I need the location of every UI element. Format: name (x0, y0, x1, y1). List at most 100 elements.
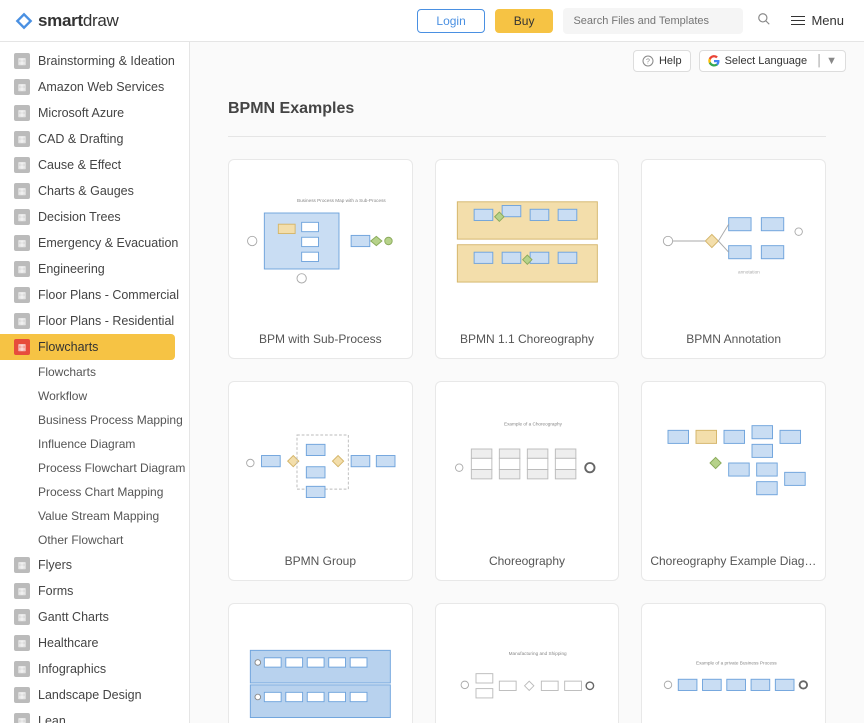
template-card[interactable]: Choreography Example Diagr… (641, 381, 826, 581)
sidebar-category-label: Charts & Gauges (38, 184, 134, 198)
floor-icon: ▦ (14, 313, 30, 329)
search-input[interactable] (563, 8, 743, 34)
sidebar-category[interactable]: ▦ Brainstorming & Ideation (0, 48, 189, 74)
template-card[interactable]: BPMN Annotation (641, 159, 826, 359)
google-icon (708, 55, 720, 67)
lean-icon: ▦ (14, 713, 30, 723)
template-card[interactable]: BPMN 1.1 Choreography (435, 159, 620, 359)
sidebar-category-label: CAD & Drafting (38, 132, 123, 146)
health-icon: ▦ (14, 635, 30, 651)
sidebar-category[interactable]: ▦ Flowcharts (0, 334, 175, 360)
sidebar-category-label: Engineering (38, 262, 105, 276)
sidebar-subcategory[interactable]: Flowcharts (0, 360, 189, 384)
sidebar-category-label: Healthcare (38, 636, 98, 650)
language-label: Select Language (725, 55, 808, 67)
sidebar-category[interactable]: ▦Amazon Web Services (0, 74, 189, 100)
sidebar-category[interactable]: ▦Emergency & Evacuation (0, 230, 189, 256)
sidebar-category-label: Decision Trees (38, 210, 121, 224)
sidebar-subcategory[interactable]: Process Chart Mapping (0, 480, 189, 504)
help-button[interactable]: ? Help (633, 50, 691, 72)
sidebar-category[interactable]: ▦Charts & Gauges (0, 178, 189, 204)
sidebar-subcategory[interactable]: Other Flowchart (0, 528, 189, 552)
grid-icon: ▦ (14, 53, 30, 69)
sidebar-category-label: Lean (38, 714, 66, 723)
template-thumbnail (642, 382, 825, 544)
tree-icon: ▦ (14, 209, 30, 225)
sidebar-category[interactable]: ▦Flyers (0, 552, 189, 578)
help-icon: ? (642, 55, 654, 67)
sidebar-category[interactable]: ▦ CAD & Drafting (0, 126, 189, 152)
template-grid: BPM with Sub-Process BPMN 1.1 Choreograph… (228, 159, 826, 723)
template-thumbnail (229, 604, 412, 723)
help-label: Help (659, 55, 682, 67)
sidebar-subcategory[interactable]: Workflow (0, 384, 189, 408)
page-title: BPMN Examples (228, 88, 826, 137)
template-label: BPMN Annotation (642, 322, 825, 358)
login-button[interactable]: Login (417, 9, 484, 33)
sidebar-category[interactable]: ▦Gantt Charts (0, 604, 189, 630)
sidebar-category-label: Flyers (38, 558, 72, 572)
template-thumbnail (436, 382, 619, 544)
template-thumbnail (436, 160, 619, 322)
sidebar-category[interactable]: ▦ Decision Trees (0, 204, 189, 230)
flow-icon: ▦ (14, 339, 30, 355)
smartdraw-logo-icon (14, 11, 34, 31)
sidebar-category[interactable]: ▦Infographics (0, 656, 189, 682)
sidebar-category-label: Forms (38, 584, 73, 598)
template-card[interactable] (228, 603, 413, 723)
sidebar-category-label: Flowcharts (38, 340, 98, 354)
template-thumbnail (436, 604, 619, 723)
sidebar-category[interactable]: ▦Microsoft Azure (0, 100, 189, 126)
sidebar-subcategory[interactable]: Value Stream Mapping (0, 504, 189, 528)
sidebar-category[interactable]: ▦Landscape Design (0, 682, 189, 708)
sidebar-category[interactable]: ▦ Healthcare (0, 630, 189, 656)
template-card[interactable] (435, 603, 620, 723)
template-label: Choreography (436, 544, 619, 580)
template-card[interactable]: BPMN Group (228, 381, 413, 581)
category-sidebar[interactable]: ▦Brainstorming & Ideation▦Amazon Web Ser… (0, 42, 190, 723)
sidebar-category-label: Brainstorming & Ideation (38, 54, 175, 68)
sidebar-category[interactable]: ▦Cause & Effect (0, 152, 189, 178)
template-card[interactable] (641, 603, 826, 723)
sidebar-category-label: Amazon Web Services (38, 80, 164, 94)
template-thumbnail (229, 160, 412, 322)
sidebar-category-label: Landscape Design (38, 688, 142, 702)
template-thumbnail (642, 160, 825, 322)
azure-icon: ▦ (14, 105, 30, 121)
hamburger-icon (791, 13, 805, 28)
floor-icon: ▦ (14, 287, 30, 303)
sidebar-subcategory[interactable]: Business Process Mapping (0, 408, 189, 432)
sidebar-category[interactable]: ▦ Forms (0, 578, 189, 604)
exit-icon: ▦ (14, 235, 30, 251)
content-area: ? Help Select Language │ ▼ BPMN Examples… (190, 42, 864, 723)
sidebar-subcategory[interactable]: Process Flowchart Diagram (0, 456, 189, 480)
select-language-button[interactable]: Select Language │ ▼ (699, 50, 846, 72)
fish-icon: ▦ (14, 157, 30, 173)
sidebar-category-label: Infographics (38, 662, 106, 676)
eng-icon: ▦ (14, 261, 30, 277)
chevron-down-icon: │ ▼ (816, 55, 837, 67)
content-toolbar: ? Help Select Language │ ▼ (190, 42, 864, 80)
search-icon[interactable] (753, 12, 775, 29)
svg-text:?: ? (646, 59, 650, 66)
brand-logo[interactable]: smartdraw (14, 11, 118, 31)
sidebar-category-label: Floor Plans - Residential (38, 314, 174, 328)
template-thumbnail (642, 604, 825, 723)
template-card[interactable]: Choreography (435, 381, 620, 581)
sidebar-category[interactable]: ▦ Lean (0, 708, 189, 723)
sidebar-category[interactable]: ▦ Floor Plans - Commercial (0, 282, 189, 308)
sidebar-category[interactable]: ▦ Floor Plans - Residential (0, 308, 189, 334)
template-thumbnail (229, 382, 412, 544)
buy-button[interactable]: Buy (495, 9, 554, 33)
cad-icon: ▦ (14, 131, 30, 147)
sidebar-category-label: Gantt Charts (38, 610, 109, 624)
sidebar-subcategory[interactable]: Influence Diagram (0, 432, 189, 456)
sidebar-category-label: Floor Plans - Commercial (38, 288, 179, 302)
form-icon: ▦ (14, 583, 30, 599)
template-card[interactable]: BPM with Sub-Process (228, 159, 413, 359)
menu-button[interactable]: Menu (785, 13, 850, 28)
template-label: BPMN 1.1 Choreography (436, 322, 619, 358)
template-label: BPM with Sub-Process (229, 322, 412, 358)
sidebar-category[interactable]: ▦ Engineering (0, 256, 189, 282)
template-label: BPMN Group (229, 544, 412, 580)
